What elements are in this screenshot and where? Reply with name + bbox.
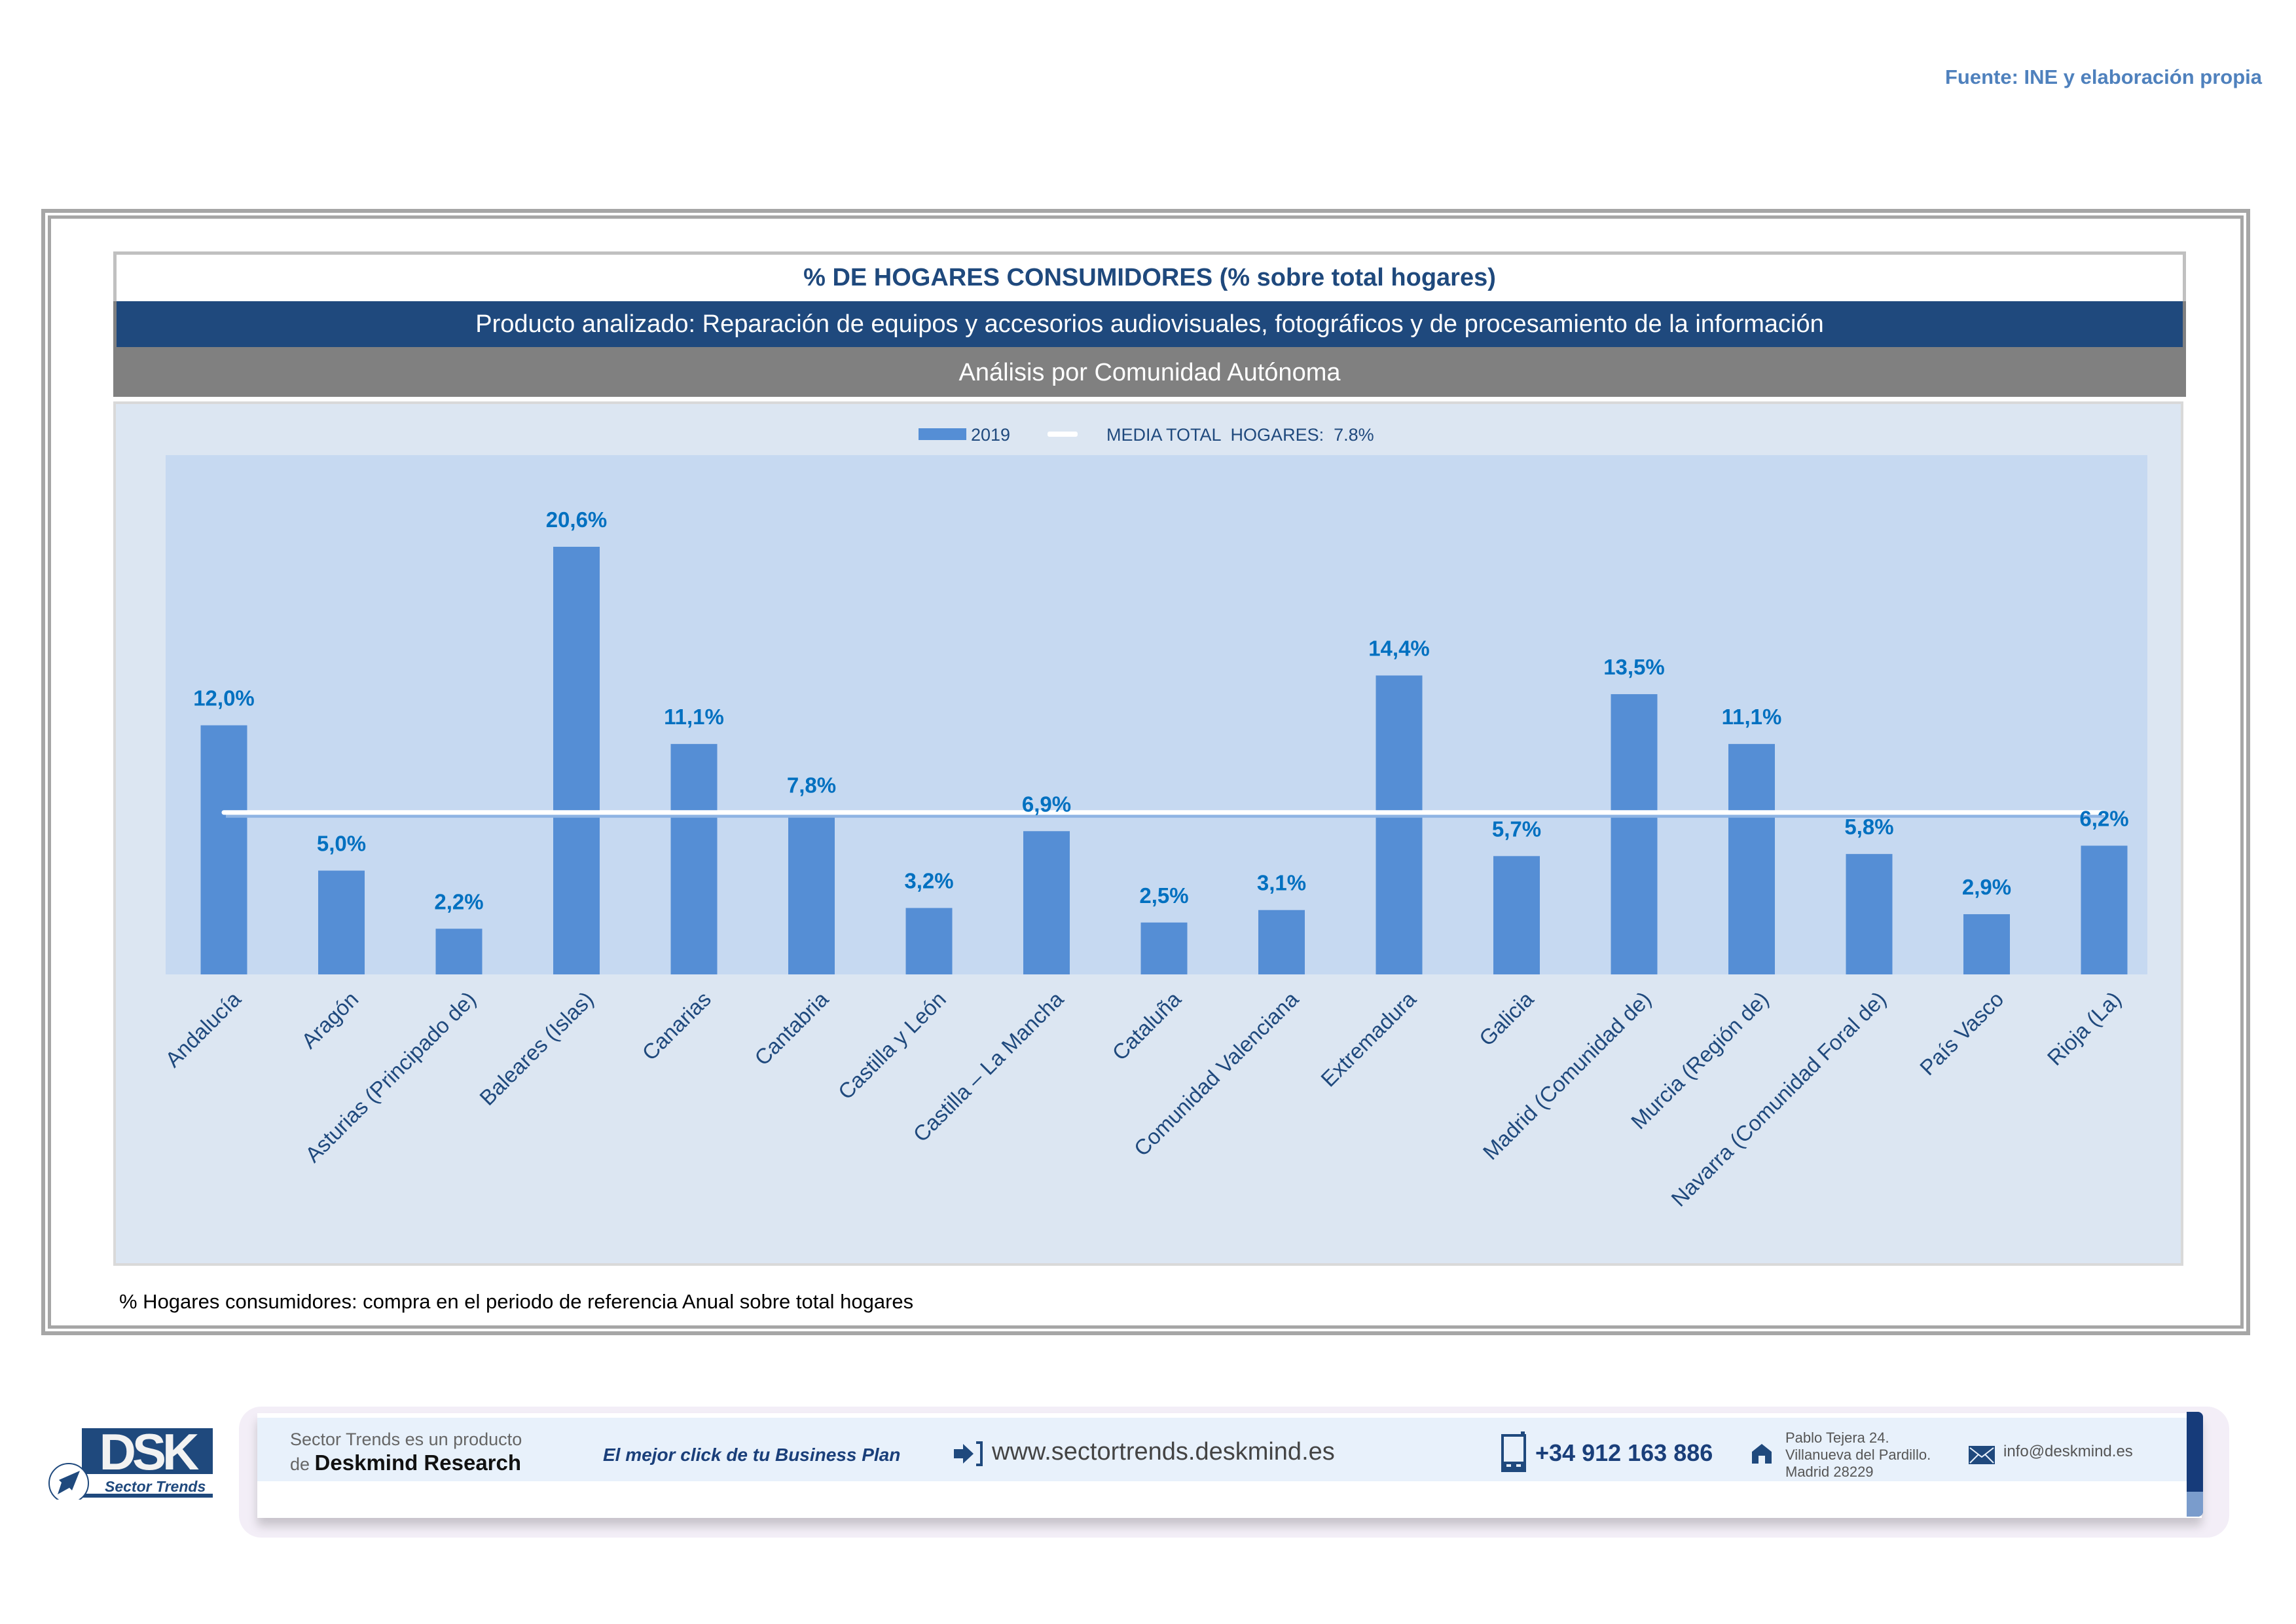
value-label: 2,9%	[1962, 875, 2011, 899]
bar-9	[1258, 910, 1305, 974]
category-label: Baleares (Islas)	[475, 987, 598, 1110]
bar-1	[318, 870, 365, 974]
value-label: 12,0%	[193, 686, 255, 710]
bar-6	[905, 908, 953, 974]
bar-16	[2081, 845, 2128, 974]
bar-14	[1846, 854, 1893, 974]
footer-slogan: El mejor click de tu Business Plan	[603, 1445, 901, 1465]
source-note: Fuente: INE y elaboración propia	[1944, 65, 2262, 88]
category-label: Galicia	[1474, 986, 1539, 1050]
category-label: Canarias	[637, 987, 716, 1065]
legend-swatch-2019	[919, 428, 966, 440]
bar-13	[1728, 744, 1775, 974]
envelope-icon	[1969, 1446, 1995, 1464]
bar-8	[1140, 922, 1188, 974]
bar-10	[1376, 675, 1423, 974]
value-label: 20,6%	[546, 507, 608, 532]
footer-email-link[interactable]: info@deskmind.es	[2003, 1443, 2133, 1460]
category-label: Navarra (Comunidad Foral de)	[1666, 987, 1891, 1211]
footer-brand: Deskmind Research	[314, 1450, 522, 1475]
arrow-icon	[58, 1471, 80, 1494]
value-label: 3,1%	[1257, 871, 1306, 895]
value-label: 6,2%	[2079, 806, 2128, 830]
value-label: 2,2%	[434, 889, 483, 913]
address-line-1: Pablo Tejera 24.	[1785, 1430, 1889, 1446]
logo-subtitle: Sector Trends	[105, 1478, 206, 1495]
chart-legend: 2019 MEDIA TOTAL HOGARES: 7.8%	[919, 425, 1374, 445]
footer-address: Pablo Tejera 24. Villanueva del Pardillo…	[1785, 1430, 1931, 1481]
category-label: Extremadura	[1316, 986, 1421, 1091]
bar-5	[788, 812, 835, 974]
analysis-subtitle: Análisis por Comunidad Autónoma	[113, 348, 2186, 397]
value-label: 5,0%	[317, 832, 366, 856]
footer-product-line2: de Deskmind Research	[290, 1450, 521, 1475]
plot-area	[166, 455, 2147, 974]
footer-product-prefix: de	[290, 1454, 315, 1474]
bar-7	[1023, 831, 1070, 974]
bar-15	[1963, 914, 2010, 974]
footnote: % Hogares consumidores: compra en el per…	[119, 1290, 914, 1313]
footer-product-line1: Sector Trends es un producto	[290, 1430, 522, 1449]
bar-2	[435, 929, 483, 974]
bar-3	[553, 546, 600, 974]
bar-chart: 12,0% 5,0% 2,2% 20,6% 11,1% 7,8% 3,2% 6,9% 2,5% 3…	[160, 425, 2147, 1211]
footer-phone[interactable]: +34 912 163 886	[1535, 1439, 1713, 1466]
value-label: 2,5%	[1139, 883, 1188, 908]
footer-accent-light	[2187, 1492, 2203, 1517]
mobile-phone-icon	[1501, 1431, 1526, 1472]
legend-label-media: MEDIA TOTAL HOGARES: 7.8%	[1106, 425, 1374, 445]
bar-0	[200, 725, 247, 974]
category-label: País Vasco	[1915, 987, 2008, 1080]
value-label: 13,5%	[1603, 655, 1665, 679]
bar-4	[670, 744, 718, 974]
category-label: Cataluña	[1107, 986, 1186, 1065]
footer-website-link[interactable]: www.sectortrends.deskmind.es	[992, 1438, 1335, 1466]
value-label: 11,1%	[1722, 705, 1782, 729]
value-label: 7,8%	[787, 773, 836, 798]
value-label: 6,9%	[1022, 792, 1071, 816]
inner-frame	[48, 215, 2244, 1329]
bar-11	[1493, 856, 1540, 974]
category-label: Cantabria	[750, 986, 833, 1070]
value-label: 5,8%	[1844, 815, 1893, 839]
address-line-2: Villanueva del Pardillo.	[1785, 1447, 1931, 1463]
logo-text: DSK	[100, 1426, 199, 1481]
value-label: 5,7%	[1492, 817, 1541, 841]
dsk-logo: DSK Sector Trends	[48, 1426, 213, 1500]
product-analyzed: Producto analizado: Reparación de equipo…	[117, 301, 2183, 347]
category-label: Aragón	[297, 987, 363, 1053]
footer-band	[257, 1418, 2189, 1481]
address-line-3: Madrid 28229	[1785, 1464, 1874, 1480]
category-label: Castilla y León	[833, 987, 951, 1104]
legend-label-2019: 2019	[971, 425, 1010, 445]
category-label: Andalucía	[160, 986, 246, 1071]
outer-frame	[41, 209, 2250, 1335]
login-arrow-icon	[954, 1441, 983, 1466]
category-label: Rioja (La)	[2043, 987, 2126, 1070]
report-title: % DE HOGARES CONSUMIDORES (% sobre total…	[113, 251, 2186, 301]
legend-swatch-media	[1048, 432, 1078, 437]
home-icon	[1752, 1444, 1772, 1464]
bar-12	[1611, 694, 1658, 974]
value-label: 14,4%	[1368, 637, 1430, 661]
value-label: 3,2%	[904, 869, 953, 893]
value-label: 11,1%	[664, 705, 724, 729]
